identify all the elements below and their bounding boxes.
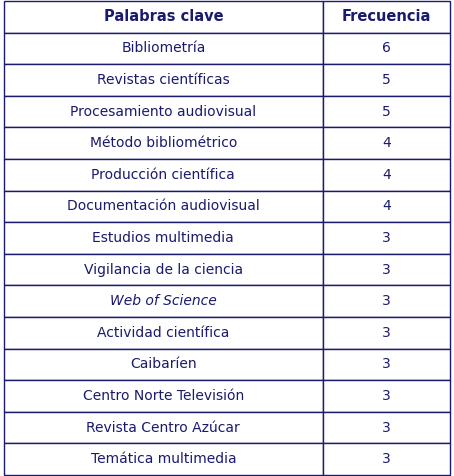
Bar xyxy=(4,254,323,286)
Text: 3: 3 xyxy=(382,389,391,403)
Text: 4: 4 xyxy=(382,168,391,182)
Bar xyxy=(323,412,450,444)
Text: Bibliometría: Bibliometría xyxy=(121,41,206,55)
Text: Revistas científicas: Revistas científicas xyxy=(97,73,230,87)
Bar xyxy=(323,348,450,380)
Bar xyxy=(323,254,450,286)
Bar xyxy=(4,444,323,475)
Text: Actividad científica: Actividad científica xyxy=(97,326,230,340)
Bar xyxy=(323,222,450,254)
Text: Método bibliométrico: Método bibliométrico xyxy=(89,136,237,150)
Bar xyxy=(323,128,450,159)
Text: Palabras clave: Palabras clave xyxy=(104,9,223,24)
Bar xyxy=(4,96,323,128)
Bar xyxy=(4,159,323,190)
Text: Centro Norte Televisión: Centro Norte Televisión xyxy=(83,389,244,403)
Text: 3: 3 xyxy=(382,452,391,466)
Text: Revista Centro Azúcar: Revista Centro Azúcar xyxy=(86,421,240,435)
Text: Vigilancia de la ciencia: Vigilancia de la ciencia xyxy=(84,263,243,277)
Text: Procesamiento audiovisual: Procesamiento audiovisual xyxy=(70,105,257,119)
Bar xyxy=(4,348,323,380)
Text: Estudios multimedia: Estudios multimedia xyxy=(93,231,234,245)
Bar xyxy=(323,64,450,96)
Text: 3: 3 xyxy=(382,294,391,308)
Text: 5: 5 xyxy=(382,73,391,87)
Text: 4: 4 xyxy=(382,136,391,150)
Bar xyxy=(323,444,450,475)
Text: 4: 4 xyxy=(382,199,391,213)
Text: Documentación audiovisual: Documentación audiovisual xyxy=(67,199,260,213)
Bar xyxy=(4,32,323,64)
Text: Web of Science: Web of Science xyxy=(110,294,217,308)
Text: Frecuencia: Frecuencia xyxy=(342,9,431,24)
Bar xyxy=(4,317,323,348)
Bar xyxy=(323,32,450,64)
Bar xyxy=(4,64,323,96)
Bar xyxy=(4,222,323,254)
Text: 5: 5 xyxy=(382,105,391,119)
Bar xyxy=(4,190,323,222)
Text: Caibaríen: Caibaríen xyxy=(130,357,197,371)
Bar xyxy=(323,96,450,128)
Bar xyxy=(323,190,450,222)
Bar xyxy=(323,1,450,32)
Text: 3: 3 xyxy=(382,357,391,371)
Text: Producción científica: Producción científica xyxy=(91,168,235,182)
Bar xyxy=(4,412,323,444)
Text: Temática multimedia: Temática multimedia xyxy=(90,452,236,466)
Bar xyxy=(4,1,323,32)
Bar xyxy=(323,380,450,412)
Bar xyxy=(323,317,450,348)
Text: 3: 3 xyxy=(382,421,391,435)
Text: 3: 3 xyxy=(382,326,391,340)
Text: 3: 3 xyxy=(382,231,391,245)
Bar xyxy=(4,380,323,412)
Text: 6: 6 xyxy=(382,41,391,55)
Bar xyxy=(4,128,323,159)
Bar xyxy=(323,159,450,190)
Bar xyxy=(4,286,323,317)
Text: 3: 3 xyxy=(382,263,391,277)
Bar xyxy=(323,286,450,317)
